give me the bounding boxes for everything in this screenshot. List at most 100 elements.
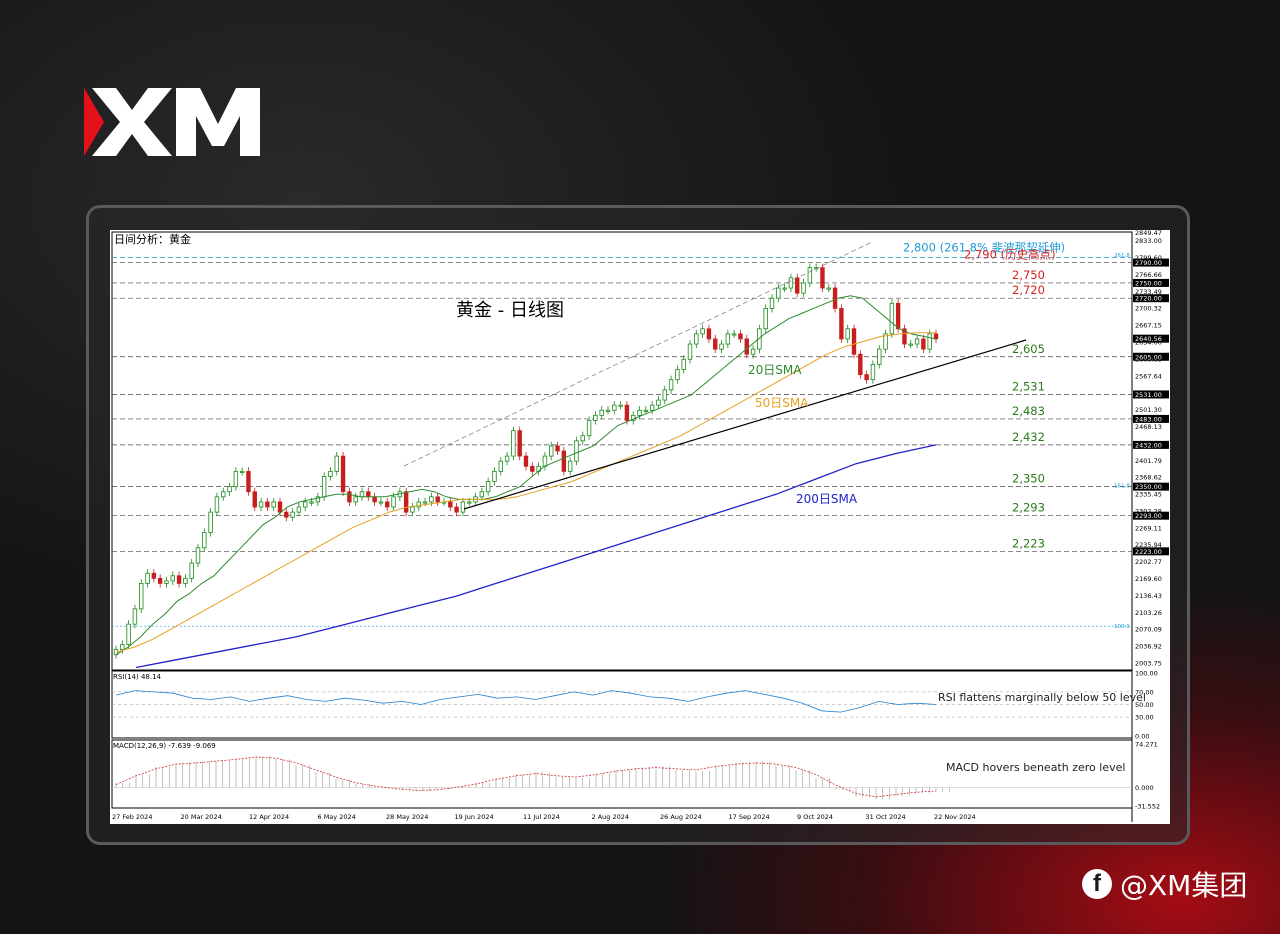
candle-body [340, 455, 346, 493]
x-tick-label: 6 May 2024 [318, 813, 356, 821]
level-tag-bg [1133, 547, 1169, 556]
candle-body [567, 460, 573, 472]
candle-body [227, 486, 232, 493]
candle-body [265, 501, 270, 508]
candle-body [504, 455, 510, 462]
candle-body [530, 465, 535, 472]
candle-body [328, 470, 333, 477]
candle-body [284, 511, 289, 518]
candle-body [347, 491, 352, 503]
rsi-tick-label: 50.00 [1135, 701, 1154, 709]
macd-panel: 74.271 0.000 -31.552 [111, 739, 1160, 811]
sma50-label: 50日SMA [755, 396, 809, 410]
macd-panel-border [111, 739, 1133, 809]
candle-body [750, 348, 756, 355]
candle-body [788, 277, 794, 289]
candle-body [467, 501, 472, 504]
level-label: 2,750 [1012, 268, 1045, 282]
candle-body [845, 328, 850, 340]
candle-body [883, 333, 888, 350]
sma200-label: 200日SMA [796, 492, 858, 506]
candle-body [902, 328, 907, 345]
candle-body [687, 343, 693, 360]
candle-body [208, 511, 213, 533]
candle-body [385, 501, 390, 508]
y-tick-label: 2849.47 [1135, 230, 1162, 237]
candle-body [151, 572, 157, 579]
candle-body [889, 302, 895, 335]
x-tick-label: 26 Aug 2024 [660, 813, 702, 821]
candle-body [820, 267, 825, 289]
candle-body [763, 307, 768, 330]
level-tag-bg [1133, 334, 1169, 343]
level-tag: 2223.00 [1135, 548, 1162, 556]
candle-body [662, 389, 667, 401]
fib-tag: 161.8 [1114, 484, 1130, 490]
candle-body [580, 435, 585, 442]
rsi-title: RSI(14) 48.14 [113, 673, 162, 681]
candle-body [624, 404, 630, 421]
x-tick-label: 19 Jun 2024 [455, 813, 494, 821]
level-tag: 2293.00 [1135, 512, 1162, 520]
candle-body [864, 374, 869, 381]
candle-body [378, 501, 384, 504]
candle-body [851, 328, 857, 355]
rsi-panel: 100.00 70.00 50.00 30.00 0.00 [111, 670, 1158, 741]
footer-brand: f @XM集团 [1082, 866, 1247, 902]
candle-body [668, 379, 674, 391]
y-tick-label: 2335.45 [1135, 491, 1162, 499]
sma20-line [115, 295, 937, 656]
candle-body [139, 583, 144, 610]
candle-body [296, 506, 302, 513]
candle-body [574, 440, 579, 462]
candle-body [391, 496, 396, 508]
candle-body [782, 287, 787, 290]
candle-body [858, 353, 863, 376]
candle-body [914, 338, 920, 345]
level-tag: 2750.00 [1135, 279, 1162, 287]
candle-body [145, 572, 150, 584]
y-tick-label: 2103.26 [1135, 609, 1162, 617]
candle-body [366, 491, 371, 498]
level-tag: 2640.56 [1135, 335, 1162, 343]
candle-body [132, 608, 138, 625]
y-tick-label: 2799.60 [1135, 254, 1162, 262]
candle-body [517, 430, 522, 457]
candle-body [429, 496, 434, 503]
y-tick-label: 2269.11 [1135, 524, 1162, 532]
y-tick-label: 2003.75 [1135, 659, 1162, 667]
rsi-tick-label: 70.00 [1135, 688, 1154, 696]
rsi-tick-label: 0.00 [1135, 733, 1149, 741]
candle-body [826, 287, 831, 290]
candle-body [555, 445, 560, 452]
level-label: 2,605 [1012, 342, 1045, 356]
candle-body [744, 338, 749, 355]
candle-body [713, 338, 718, 350]
macd-tick-label: 0.000 [1135, 784, 1154, 792]
candle-body [895, 302, 901, 330]
candle-body [675, 369, 680, 381]
candle-body [694, 333, 699, 345]
candle-body [334, 455, 339, 472]
candle-body [757, 328, 762, 350]
candle-body [422, 501, 428, 504]
candle-body [372, 496, 377, 503]
y-tick-label: 2667.15 [1135, 322, 1162, 330]
y-tick-label: 2766.66 [1135, 271, 1162, 279]
candle-body [801, 282, 806, 294]
y-tick-label: 2833.00 [1135, 237, 1162, 245]
candle-body [239, 470, 245, 473]
candle-body [549, 445, 554, 457]
candle-body [252, 491, 257, 508]
candle-body [221, 491, 226, 498]
footer-handle: @XM集团 [1120, 869, 1248, 902]
sma200-line [135, 444, 937, 669]
uptrend-support-line [463, 339, 1027, 510]
level-label: 2,293 [1012, 501, 1045, 515]
rsi-line [115, 690, 937, 713]
candle-body [303, 501, 308, 508]
x-tick-label: 27 Feb 2024 [112, 813, 152, 821]
level-label: 2,790 (历史高点) [964, 248, 1056, 262]
candle-body [479, 491, 485, 498]
level-tag-bg [1133, 258, 1169, 267]
